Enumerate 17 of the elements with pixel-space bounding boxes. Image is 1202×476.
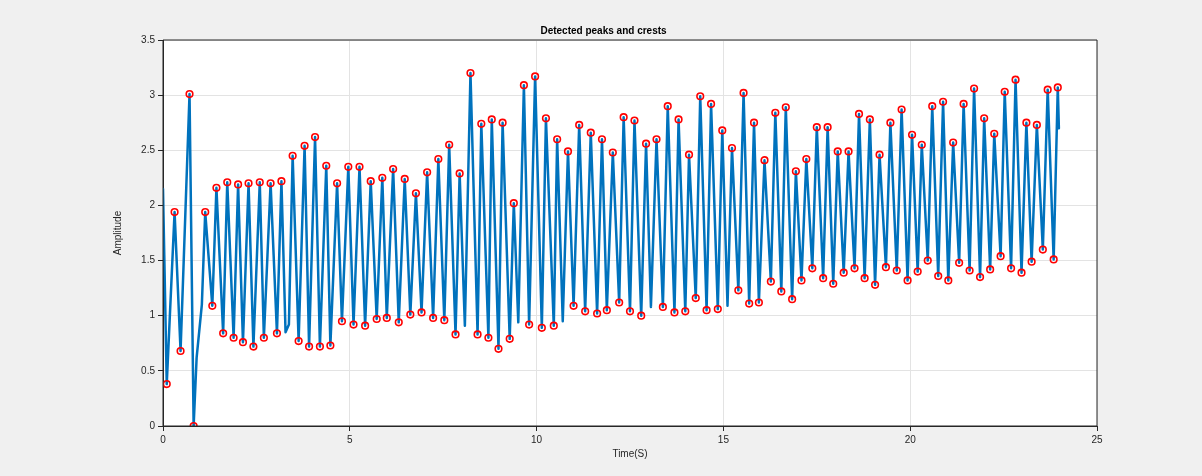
- y-tick-label: 0.5: [141, 364, 156, 376]
- y-tick-label: 2: [149, 199, 156, 211]
- y-tick-label: 3.5: [141, 33, 156, 45]
- x-tick-label: 20: [904, 433, 917, 445]
- y-tick-label: 0: [149, 419, 156, 431]
- x-tick-label: 10: [531, 433, 543, 445]
- x-tick-label: 15: [717, 433, 730, 445]
- y-tick-label: 3: [149, 88, 156, 100]
- chart-title: Detected peaks and crests: [540, 24, 668, 36]
- y-axis-title: Amplitude: [111, 210, 123, 256]
- y-tick-label: 1.5: [141, 254, 156, 266]
- x-tick-label: 25: [1091, 433, 1103, 445]
- x-axis-title: Time(S): [612, 447, 648, 459]
- x-tick-label: 0: [160, 433, 167, 445]
- x-tick-label: 5: [347, 433, 354, 445]
- y-tick-label: 2.5: [141, 144, 156, 156]
- y-tick-label: 1: [149, 309, 156, 321]
